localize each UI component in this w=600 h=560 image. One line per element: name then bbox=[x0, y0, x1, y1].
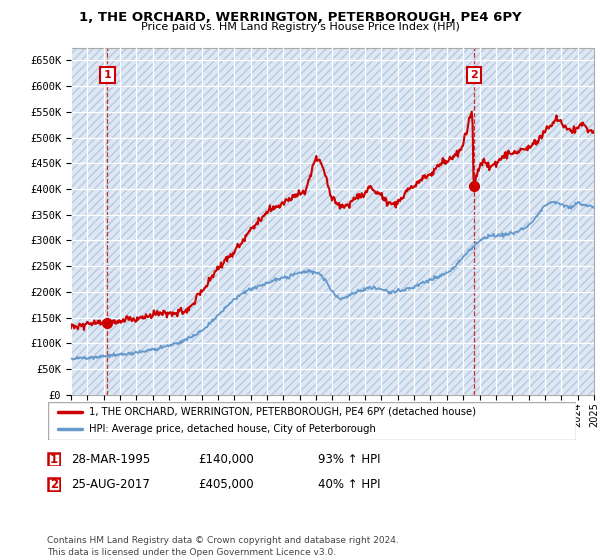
Text: 28-MAR-1995: 28-MAR-1995 bbox=[71, 452, 150, 466]
Text: £405,000: £405,000 bbox=[198, 478, 254, 491]
Text: 93% ↑ HPI: 93% ↑ HPI bbox=[318, 452, 380, 466]
Text: 1: 1 bbox=[104, 70, 111, 80]
Text: 2: 2 bbox=[50, 478, 58, 491]
Text: 25-AUG-2017: 25-AUG-2017 bbox=[71, 478, 149, 491]
Text: 40% ↑ HPI: 40% ↑ HPI bbox=[318, 478, 380, 491]
Text: 1, THE ORCHARD, WERRINGTON, PETERBOROUGH, PE4 6PY: 1, THE ORCHARD, WERRINGTON, PETERBOROUGH… bbox=[79, 11, 521, 24]
FancyBboxPatch shape bbox=[47, 478, 61, 491]
Text: 1: 1 bbox=[50, 452, 58, 466]
Text: 1, THE ORCHARD, WERRINGTON, PETERBOROUGH, PE4 6PY (detached house): 1, THE ORCHARD, WERRINGTON, PETERBOROUGH… bbox=[89, 407, 476, 417]
FancyBboxPatch shape bbox=[47, 452, 61, 466]
Text: HPI: Average price, detached house, City of Peterborough: HPI: Average price, detached house, City… bbox=[89, 424, 376, 435]
Text: Contains HM Land Registry data © Crown copyright and database right 2024.
This d: Contains HM Land Registry data © Crown c… bbox=[47, 536, 398, 557]
Text: 2: 2 bbox=[470, 70, 478, 80]
Text: £140,000: £140,000 bbox=[198, 452, 254, 466]
FancyBboxPatch shape bbox=[48, 402, 576, 440]
Text: Price paid vs. HM Land Registry's House Price Index (HPI): Price paid vs. HM Land Registry's House … bbox=[140, 22, 460, 32]
